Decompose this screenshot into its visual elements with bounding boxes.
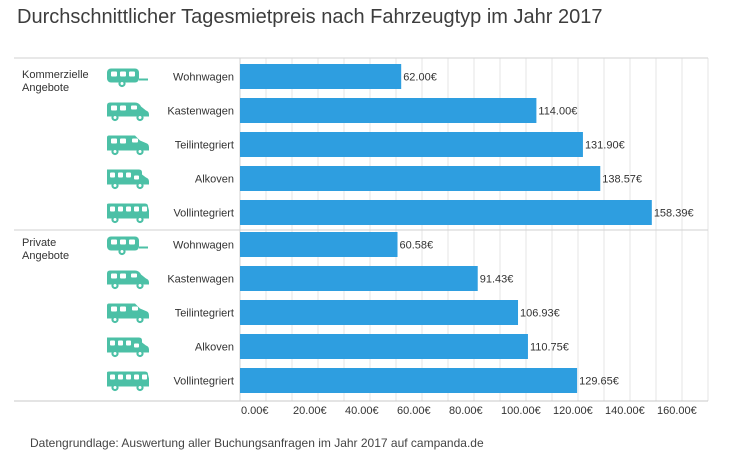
integrated-motorhome-icon: [107, 371, 149, 392]
bar-value-label: 110.75€: [530, 342, 569, 354]
semi-integrated-motorhome-icon: [107, 135, 149, 156]
category-label: Vollintegriert: [173, 376, 234, 388]
chart-title: Durchschnittlicher Tagesmietpreis nach F…: [17, 6, 603, 28]
bar-value-label: 62.00€: [403, 72, 437, 84]
semi-integrated-motorhome-icon: [107, 303, 149, 324]
category-label: Kastenwagen: [167, 106, 234, 118]
group-label-line: Angebote: [22, 250, 69, 262]
integrated-motorhome-icon: [107, 203, 149, 224]
bar-value-label: 131.90€: [585, 140, 625, 152]
group-label-line: Private: [22, 237, 56, 249]
category-label: Alkoven: [195, 174, 234, 186]
bar-value-label: 129.65€: [579, 376, 619, 388]
bar-value-label: 158.39€: [654, 208, 694, 220]
bar: [240, 368, 578, 393]
bar: [240, 200, 652, 225]
bar: [240, 334, 528, 359]
van-icon: [107, 270, 149, 290]
bar: [240, 64, 402, 89]
bar: [240, 266, 478, 291]
source-note: Datengrundlage: Auswertung aller Buchung…: [30, 436, 484, 450]
bar-value-label: 91.43€: [480, 274, 514, 286]
alcove-motorhome-icon: [107, 337, 149, 358]
category-label: Kastenwagen: [167, 274, 234, 286]
bar-value-label: 60.58€: [400, 240, 434, 252]
group-label-line: Angebote: [22, 82, 69, 94]
category-label: Alkoven: [195, 342, 234, 354]
bar: [240, 166, 601, 191]
x-tick-label: 0.00€: [241, 405, 269, 417]
bar-value-label: 138.57€: [602, 174, 642, 186]
x-tick-label: 160.00€: [657, 405, 697, 417]
bar-value-label: 106.93€: [520, 308, 560, 320]
category-label: Teilintegriert: [175, 308, 234, 320]
x-tick-label: 140.00€: [605, 405, 645, 417]
group-label-line: Kommerzielle: [22, 69, 89, 81]
alcove-motorhome-icon: [107, 169, 149, 190]
caravan-icon: [107, 236, 148, 256]
bar: [240, 132, 583, 157]
x-tick-label: 80.00€: [449, 405, 483, 417]
category-label: Wohnwagen: [173, 72, 234, 84]
caravan-icon: [107, 68, 148, 88]
bar: [240, 300, 519, 325]
bar: [240, 232, 398, 257]
x-tick-label: 60.00€: [397, 405, 431, 417]
x-tick-label: 40.00€: [345, 405, 379, 417]
x-tick-label: 100.00€: [501, 405, 541, 417]
x-tick-label: 20.00€: [293, 405, 327, 417]
category-label: Teilintegriert: [175, 140, 234, 152]
x-tick-label: 120.00€: [553, 405, 593, 417]
bar-value-label: 114.00€: [538, 106, 577, 118]
van-icon: [107, 102, 149, 122]
category-label: Vollintegriert: [173, 208, 234, 220]
category-label: Wohnwagen: [173, 240, 234, 252]
bar: [240, 98, 537, 123]
